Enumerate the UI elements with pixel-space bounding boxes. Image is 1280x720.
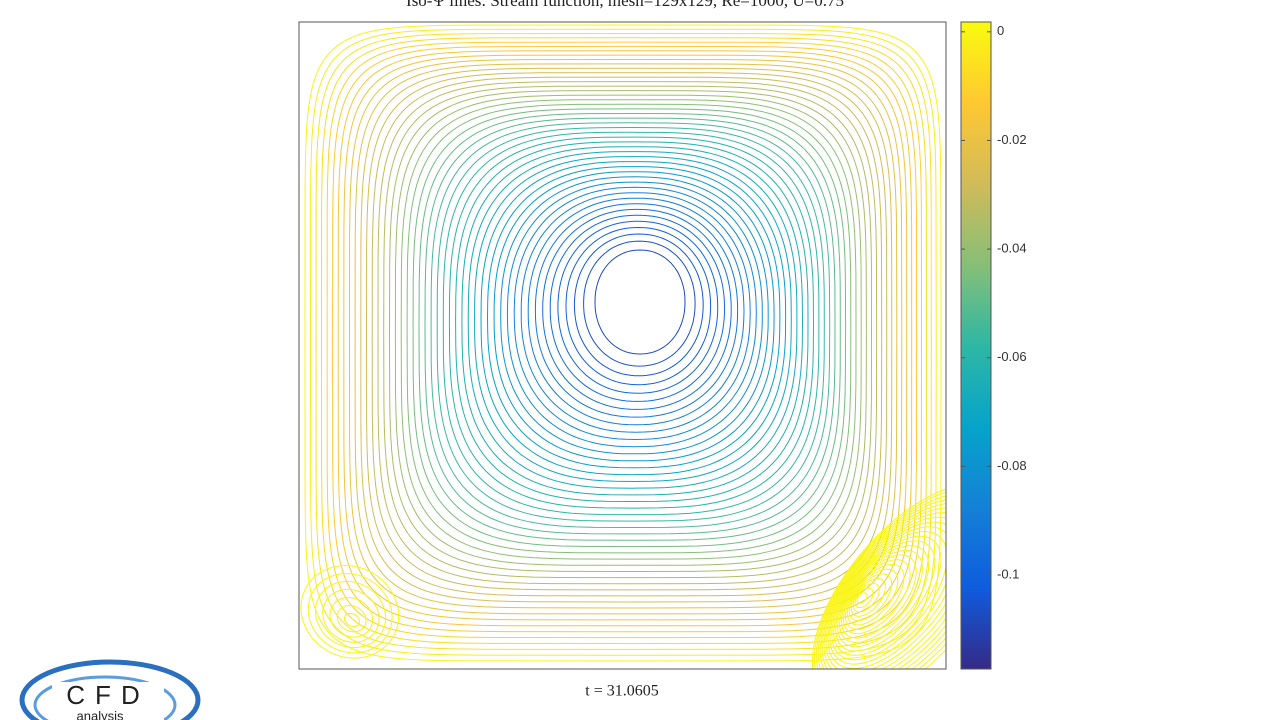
logo-swirl: [19, 659, 201, 720]
contour-line: [406, 103, 852, 554]
contour-line: [383, 85, 873, 579]
contour-line: [844, 563, 905, 630]
contour-line: [819, 502, 946, 669]
contour-line: [500, 176, 769, 455]
contour-line: [506, 181, 763, 448]
colorbar: [960, 21, 992, 670]
contour-line: [360, 67, 893, 603]
contour-line: [332, 45, 918, 633]
contour-line: [461, 146, 804, 496]
contour-line: [821, 507, 946, 669]
contour-line: [343, 612, 361, 628]
contour-line: [839, 549, 923, 643]
contour-line: [823, 512, 946, 669]
contour-line: [455, 141, 809, 503]
contour-line: [827, 521, 946, 669]
plot-frame: [298, 21, 947, 670]
contour-line: [542, 208, 732, 410]
colorbar-tick-label: -0.02: [997, 132, 1027, 147]
contour-line: [846, 568, 899, 626]
chart-title: Iso-Ψ lines: Stream function, mesh=129x1…: [406, 0, 844, 10]
contour-line: [594, 249, 686, 355]
contour-line: [326, 41, 923, 639]
contour-plot: [300, 24, 946, 669]
logo: CFD analysis: [19, 659, 201, 720]
contour-line: [365, 72, 888, 597]
contour-line: [520, 192, 751, 433]
contour-line: [448, 136, 815, 509]
contour-line: [388, 90, 867, 573]
contour-line: [815, 493, 946, 669]
contour-line: [343, 54, 908, 621]
contour-line: [493, 171, 775, 462]
colorbar-tick-label: 0: [997, 23, 1004, 38]
contour-line: [848, 573, 893, 622]
contour-line: [527, 197, 745, 426]
contour-line: [315, 32, 932, 650]
contour-line: [549, 214, 726, 402]
x-label: t = 31.0605: [585, 683, 658, 700]
contour-line: [371, 76, 883, 591]
colorbar-tick-label: -0.1: [997, 566, 1019, 581]
colorbar-tick-label: -0.04: [997, 241, 1027, 256]
contour-line: [412, 108, 847, 548]
contour-line: [322, 588, 380, 643]
contour-line: [480, 161, 787, 476]
logo-subtitle: analysis: [77, 708, 124, 720]
contour-line: [418, 112, 841, 541]
contour-line: [467, 151, 798, 489]
contour-line: [850, 578, 886, 617]
contour-line: [474, 156, 792, 483]
contour-line: [307, 572, 393, 654]
contour-line: [534, 203, 739, 418]
contour-line: [394, 94, 862, 566]
contour-line: [831, 530, 946, 661]
contour-line: [424, 117, 836, 535]
contour-line: [442, 131, 820, 516]
contour-line: [320, 37, 927, 645]
contour-line: [309, 28, 937, 656]
contour-line: [513, 186, 757, 441]
contour-line: [843, 559, 911, 635]
colorbar-tick-label: -0.06: [997, 349, 1027, 364]
contour-line: [377, 81, 878, 585]
logo-title: CFD: [66, 680, 149, 710]
contour-line: [833, 535, 942, 656]
contour-line: [400, 99, 857, 560]
contour-line: [337, 50, 913, 627]
contour-line: [329, 596, 374, 638]
contour-line: [336, 604, 367, 633]
contour-line: [430, 122, 831, 529]
contour-line: [852, 582, 880, 613]
contour-line: [813, 488, 946, 669]
contour-line: [811, 483, 946, 669]
contour-line: [854, 587, 874, 609]
contour-line: [565, 226, 712, 386]
contour-line: [300, 565, 400, 659]
logo-swirl: [33, 675, 177, 720]
contour-line: [841, 554, 917, 639]
contour-line: [314, 580, 387, 649]
contour-line: [436, 126, 825, 522]
contour-line: [837, 545, 930, 648]
colorbar-tick-label: -0.08: [997, 458, 1027, 473]
contour-line: [829, 526, 946, 665]
contour-line: [583, 240, 696, 367]
contour-line: [573, 233, 704, 377]
contour-line: [835, 540, 936, 652]
contour-line: [817, 497, 946, 669]
contour-line: [557, 220, 719, 394]
contour-line: [486, 166, 781, 469]
contour-line: [856, 592, 868, 604]
logo-box: [52, 682, 164, 720]
contour-line: [825, 516, 946, 669]
